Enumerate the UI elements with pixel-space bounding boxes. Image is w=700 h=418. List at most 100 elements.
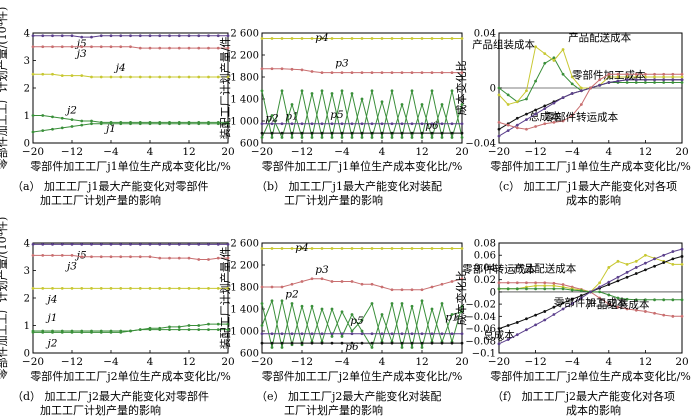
data-point [543,52,547,56]
data-point [177,286,181,290]
data-point [99,255,103,259]
data-point [310,131,314,135]
series-5: p5 [260,315,464,336]
data-point [497,342,501,346]
data-point [420,122,424,126]
x-tick-label: −4 [103,146,119,158]
data-point [70,286,74,290]
data-point [70,253,74,257]
data-point [60,34,64,38]
x-tick-label: 20 [455,146,468,158]
data-point [634,298,638,302]
x-tick-label: 4 [379,356,386,368]
data-point [360,341,364,345]
chart-panel-b: −20 −12 −4 4 12 20 600 1 000 1 400 1 800 2 200 2 60… [218,29,469,174]
data-point [370,247,374,250]
data-point [60,116,64,120]
x-tick-label: −12 [525,146,547,158]
data-point [420,247,424,250]
data-point [109,34,113,38]
data-point [400,122,404,126]
data-point [290,247,294,250]
series-3: p1 [260,89,464,140]
data-point [543,107,547,111]
data-point [625,75,629,79]
data-point [380,247,384,250]
data-point [70,330,74,334]
data-point [653,81,656,84]
data-point [420,288,424,292]
data-point [680,75,684,79]
series-label: p6 [425,120,439,132]
data-point [260,324,264,327]
data-point [607,81,611,84]
data-point [99,122,103,126]
data-point [280,332,284,336]
data-point [460,277,464,281]
series-label: j4 [114,62,126,74]
series-2: j3 [31,45,230,60]
data-point [99,286,103,290]
data-point [70,242,74,246]
data-point [90,286,93,290]
series-3: j4 [31,286,230,305]
data-point [525,112,528,116]
data-point [410,332,414,336]
data-point [543,104,547,108]
data-point [197,34,201,38]
x-tick-label: −4 [334,146,350,158]
data-point [60,126,64,130]
data-point [561,301,565,305]
data-point [168,242,171,246]
series-label: p3 [315,264,329,276]
y-tick-label: 1 [24,321,30,332]
plot-frame [261,242,463,354]
data-point [226,328,230,332]
x-tick-label: −20 [22,356,44,368]
data-point [148,255,152,259]
data-point [109,45,113,49]
x-axis-label: 零部件加工工厂j2单位生产成本变化比/% [490,369,691,383]
data-point [310,341,314,345]
caption-f-line1: （f） 加工工厂j2最大产能变化对各项 [492,390,675,403]
data-point [80,255,84,259]
data-point [497,287,501,291]
data-point [380,332,384,336]
series-label: 产品配送成本 [513,262,576,275]
data-point [506,324,510,327]
data-point [260,89,264,93]
data-point [168,46,171,50]
data-point [400,302,404,305]
plot-frame [261,32,463,144]
data-point [460,37,464,40]
plot-frame [498,242,683,354]
data-point [340,71,344,74]
data-point [99,242,103,246]
data-point [625,275,629,279]
data-point [300,89,304,93]
y-axis-label: 成本变化比 [454,61,468,116]
data-point [148,46,152,50]
data-point [430,332,434,336]
data-point [634,78,638,82]
y-tick-label: 600 [240,139,259,150]
series-label: 零部件转运成本 [545,111,619,124]
x-tick-label: −20 [22,146,44,158]
data-point [370,122,374,126]
data-point [300,247,304,250]
data-point [260,285,264,289]
data-point [625,78,629,82]
chart-panel-d: −20 −12 −4 4 12 2001234零部件加工工厂j2单位生产成本变化比/%零部… [0,217,235,383]
data-point [653,75,656,79]
data-point [561,119,565,123]
data-point [410,304,414,308]
data-point [187,46,191,50]
data-point [450,280,454,283]
data-point [280,122,284,126]
data-point [350,122,354,126]
data-point [360,282,364,286]
data-point [625,81,629,84]
data-point [570,114,574,117]
data-point [270,332,274,336]
data-point [119,242,123,246]
